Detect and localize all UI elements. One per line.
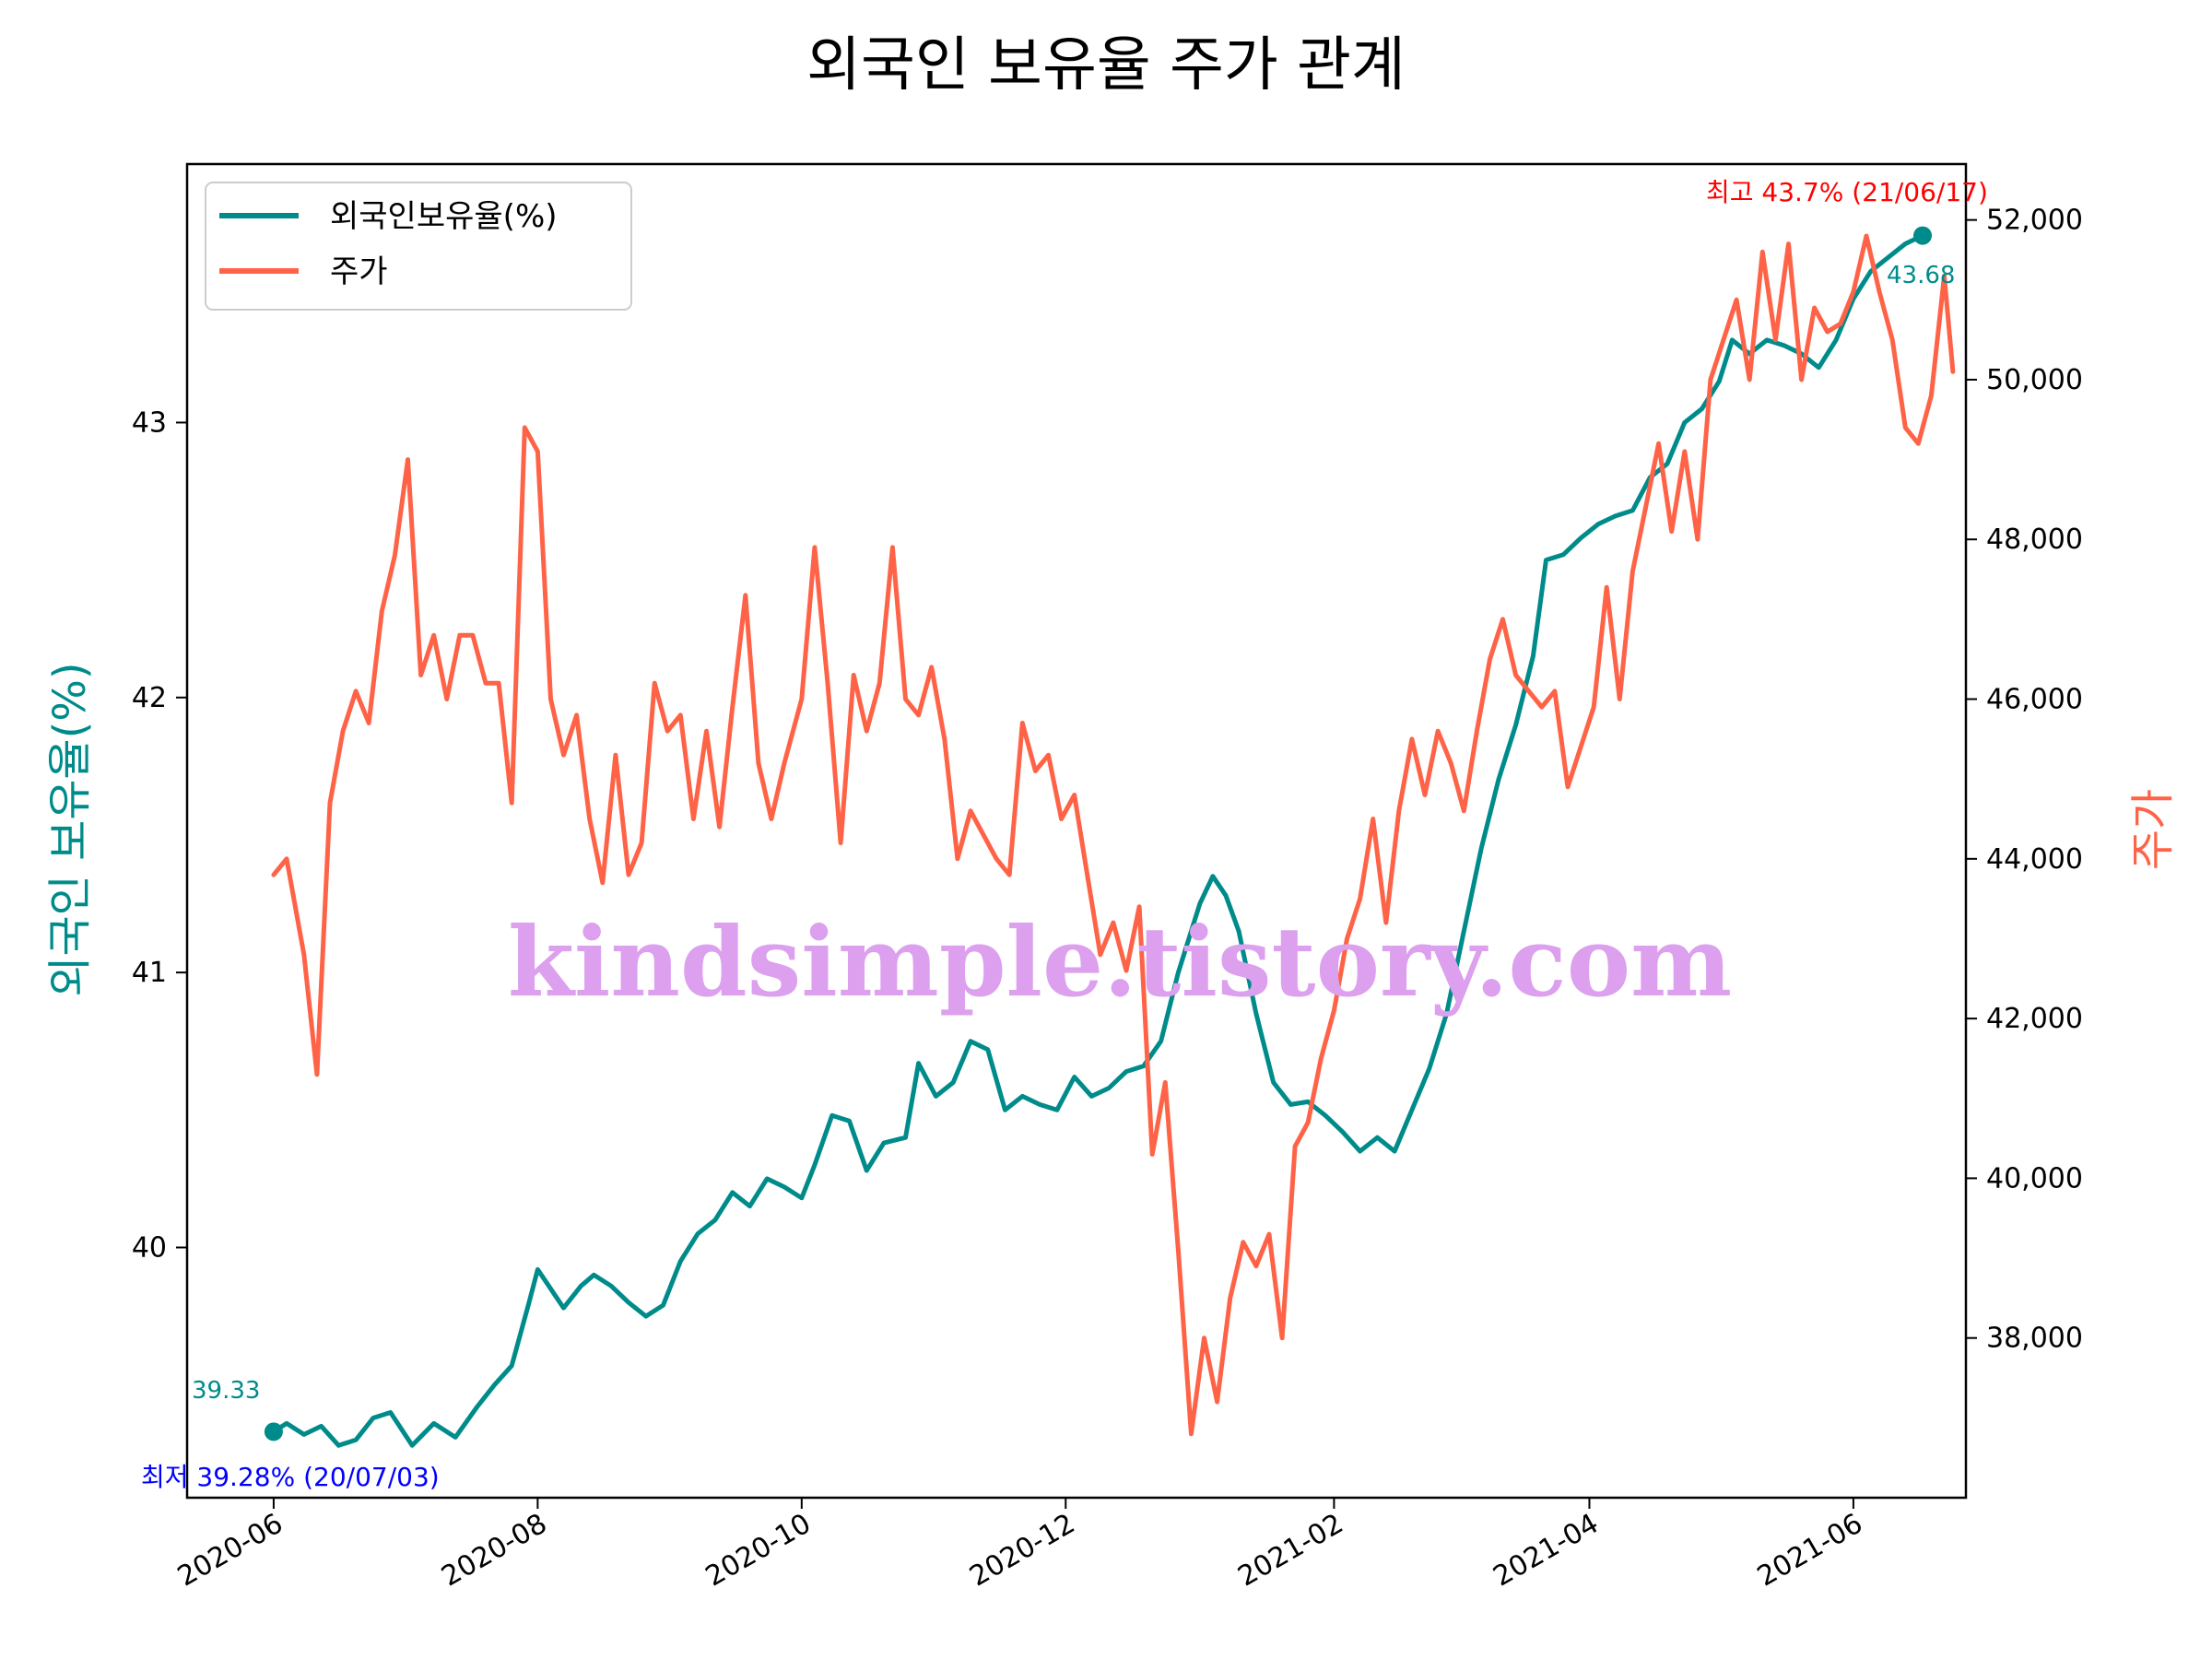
y-right-tick-label: 48,000 <box>1986 524 2083 556</box>
y-right-tick-label: 44,000 <box>1986 843 2083 876</box>
x-tick-label: 2020-08 <box>436 1508 552 1594</box>
y-axis-right-label: 주가 <box>2127 789 2179 870</box>
legend-label-holding: 외국인보유율(%) <box>330 198 558 235</box>
annotation-min: 최저 39.28% (20/07/03) <box>141 1462 440 1492</box>
x-tick-label: 2021-06 <box>1752 1508 1868 1594</box>
x-axis: 2020-06 2020-08 2020-10 2020-12 2021-02 2021-… <box>172 1498 1868 1594</box>
series-layer <box>271 233 1956 1448</box>
x-tick-label: 2021-04 <box>1488 1508 1604 1594</box>
marker-end-point <box>1913 226 1932 245</box>
annotation-start-value: 39.33 <box>192 1377 260 1405</box>
series-line-foreign-holding <box>271 233 1925 1448</box>
marker-start-point <box>264 1422 283 1441</box>
x-tick-label: 2020-12 <box>964 1508 1080 1594</box>
legend-box <box>205 182 632 311</box>
annotation-end-value: 43.68 <box>1887 262 1955 289</box>
x-tick-label: 2021-02 <box>1232 1508 1348 1594</box>
y-left-tick-label: 43 <box>132 406 167 439</box>
y-axis-left-label: 외국인 보유율(%) <box>44 662 96 996</box>
x-tick-label: 2020-10 <box>700 1508 817 1594</box>
watermark: kindsimple.tistory.com <box>508 905 1732 1018</box>
y-axis-right: 38,000 40,000 42,000 44,000 46,000 48,000 50,0… <box>1966 205 2083 1355</box>
y-right-tick-label: 42,000 <box>1986 1003 2083 1035</box>
annotation-max: 최고 43.7% (21/06/17) <box>1706 177 1988 207</box>
y-left-tick-label: 40 <box>132 1232 167 1265</box>
y-right-tick-label: 38,000 <box>1986 1323 2083 1355</box>
legend-label-price: 주가 <box>330 253 388 290</box>
y-right-tick-label: 50,000 <box>1986 364 2083 396</box>
legend: 외국인보유율(%) 주가 <box>205 182 632 311</box>
y-left-tick-label: 41 <box>132 957 167 989</box>
x-tick-label: 2020-06 <box>172 1508 288 1594</box>
series-line-stock-price <box>271 233 1956 1437</box>
y-right-tick-label: 52,000 <box>1986 205 2083 237</box>
y-axis-left: 40 41 42 43 <box>132 406 187 1265</box>
y-left-tick-label: 42 <box>132 682 167 714</box>
y-right-tick-label: 40,000 <box>1986 1162 2083 1194</box>
plot-frame <box>185 162 1968 1500</box>
chart-title: 외국인 보유율 주가 관계 <box>806 31 1406 100</box>
marker-layer <box>264 226 1932 1441</box>
y-right-tick-label: 46,000 <box>1986 684 2083 716</box>
